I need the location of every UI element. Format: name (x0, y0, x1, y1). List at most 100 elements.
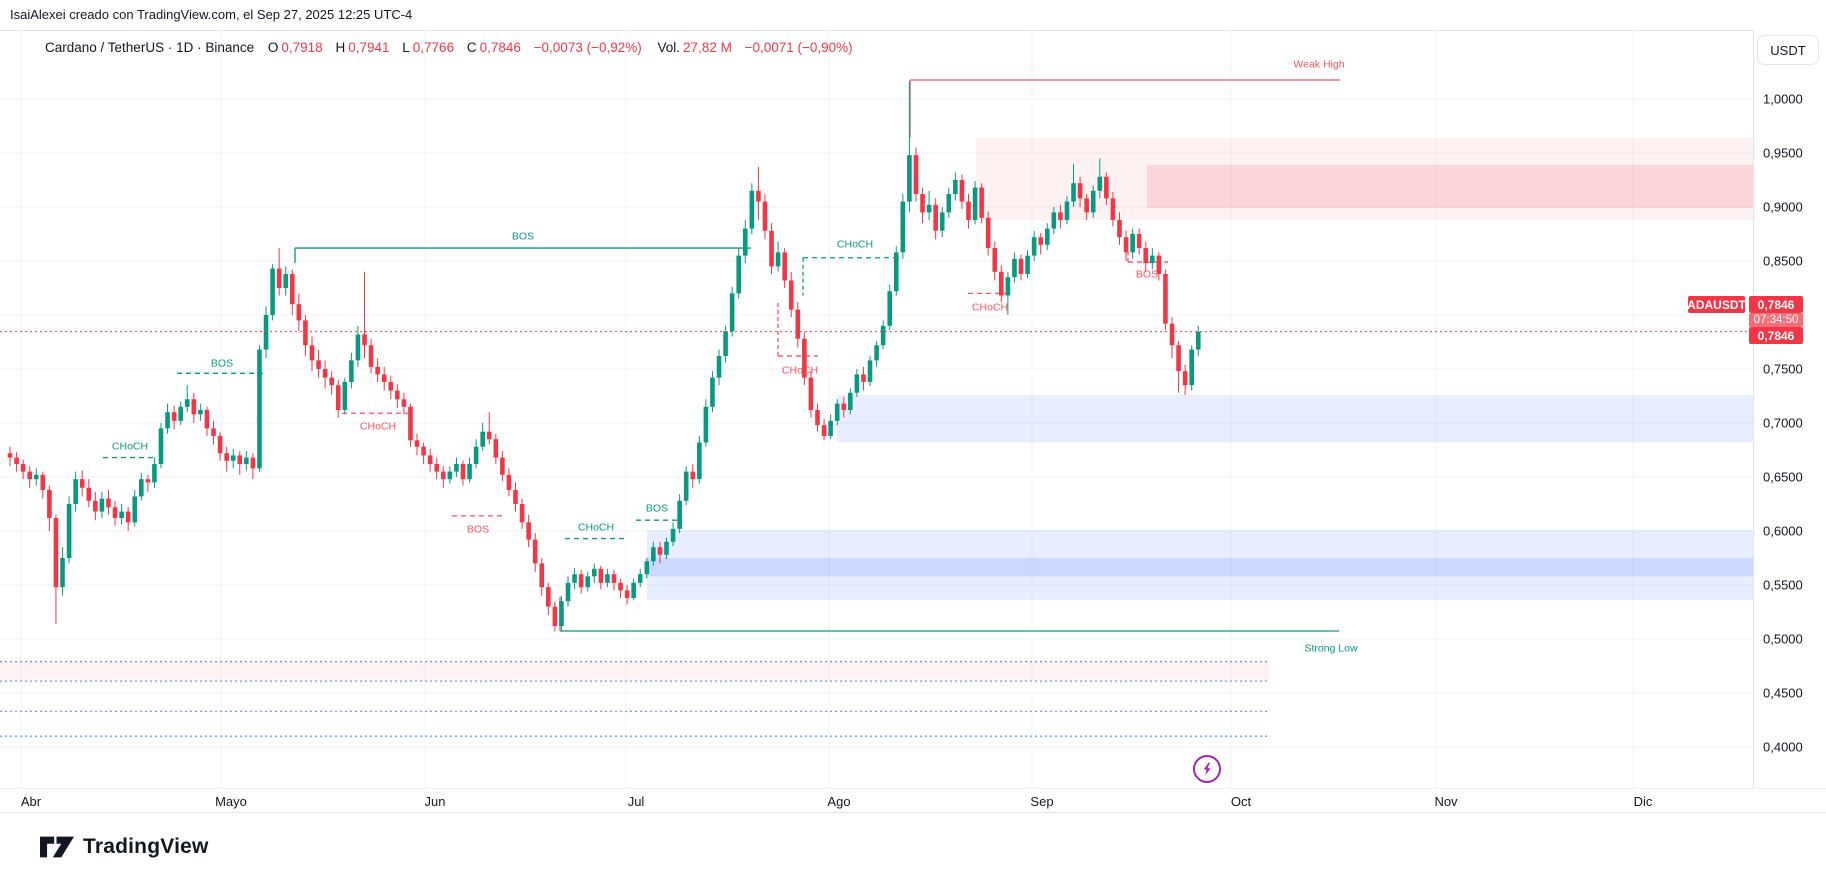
candle-body (1150, 255, 1155, 264)
candle-body (716, 356, 722, 378)
candle-body (1136, 234, 1142, 249)
candle-body (322, 369, 328, 378)
time-tick-label: Dic (1633, 794, 1653, 809)
symbol-title[interactable]: Cardano / TetherUS · 1D · Binance (45, 40, 255, 55)
open-label: O (267, 40, 279, 55)
zone-supply-inner[interactable] (1147, 164, 1753, 209)
candle-body (559, 601, 564, 627)
candle-body (79, 479, 85, 488)
candle-body (158, 428, 164, 465)
time-tick-label: Mayo (215, 794, 247, 809)
candle-body (1064, 201, 1070, 220)
candle-body (572, 574, 577, 583)
candle-body (1038, 237, 1044, 245)
time-tick-label: Sep (1030, 794, 1054, 809)
candle-body (119, 511, 124, 519)
zone-demand-low-inner[interactable] (647, 558, 1753, 577)
candle-body (1044, 228, 1050, 245)
price-axis[interactable]: 1,0000 0,9500 0,9000 0,8500 0,7500 0,7000 0,65… (1753, 30, 1826, 788)
candle-body (408, 406, 413, 441)
candle-body (66, 504, 72, 558)
candle-body (834, 403, 840, 421)
candle-body (401, 399, 407, 407)
candle-body (204, 410, 210, 429)
candle-body (368, 345, 374, 367)
candle-body (539, 563, 545, 588)
currency-toggle-button[interactable]: USDT (1757, 35, 1819, 65)
candle-body (946, 194, 952, 213)
candle-body (861, 374, 866, 382)
instant-trading-button[interactable] (1193, 755, 1221, 783)
candle-body (933, 204, 938, 231)
candle-body (493, 439, 499, 458)
candle-body (132, 496, 138, 523)
candle-body (1090, 190, 1096, 213)
volume-change-value: −0,0071 (−0,90%) (744, 40, 853, 55)
structure-label-choch: CHoCH (112, 441, 148, 453)
price-tick-label: 0,4500 (1763, 685, 1803, 701)
candle-body (1176, 345, 1181, 372)
candle-body (913, 155, 919, 195)
candle-body (316, 360, 321, 369)
candle-body (349, 360, 354, 382)
candle-body (53, 518, 59, 588)
candle-body (1012, 258, 1017, 278)
tradingview-logo[interactable]: TradingView (40, 835, 209, 859)
price-tick-label: 0,9000 (1763, 199, 1803, 215)
candle-body (237, 455, 243, 465)
candle-body (467, 464, 472, 480)
candle-body (250, 457, 256, 469)
candle-body (289, 273, 295, 305)
candle-body (506, 474, 512, 490)
candle-body (920, 194, 925, 213)
candle-body (362, 334, 367, 346)
zone-demand-high[interactable] (837, 394, 1753, 443)
candle-body (33, 474, 39, 480)
candle-body (1182, 371, 1188, 386)
high-label: H (335, 40, 346, 55)
structure-label-choch: CHoCH (837, 239, 873, 251)
candle-body (335, 385, 341, 411)
indicator-price-badge: 0,7846 (1749, 296, 1803, 313)
candle-body (440, 471, 446, 480)
candle-body (460, 464, 466, 480)
candle-body (263, 315, 269, 350)
candle-body (244, 457, 249, 465)
candle-body (1097, 176, 1103, 191)
candle-body (217, 435, 223, 454)
footer-bar: TradingView (0, 812, 1826, 880)
candle-body (887, 291, 893, 326)
candle-body (848, 392, 853, 411)
time-axis[interactable]: Abr Mayo Jun Jul Ago Sep Oct Nov Dic (0, 788, 1826, 812)
candle-body (184, 399, 190, 407)
candle-body (782, 252, 787, 281)
candle-body (815, 410, 820, 426)
candle-body (60, 558, 65, 588)
candle-body (546, 587, 551, 607)
time-tick-label: Ago (827, 794, 851, 809)
candle-body (532, 539, 538, 564)
candle-body (375, 366, 380, 375)
candle-body (618, 582, 623, 591)
symbol-legend[interactable]: Cardano / TetherUS · 1D · Binance O 0,791… (45, 40, 865, 55)
candle-body (14, 457, 19, 465)
structure-label-bos: BOS (646, 503, 668, 515)
candle-body (624, 590, 630, 598)
candle-body (821, 425, 827, 436)
candle-body (454, 464, 459, 472)
candle-body (637, 574, 643, 583)
candle-body (178, 406, 183, 421)
candle-body (1130, 234, 1135, 253)
candle-body (1051, 212, 1057, 229)
candle-body (473, 446, 479, 465)
price-tick-label: 0,5500 (1763, 577, 1803, 593)
candle-body (224, 453, 229, 461)
candle-body (729, 293, 735, 332)
candle-body (395, 390, 400, 400)
key-line-label: Weak High (1293, 59, 1344, 71)
candle-body (710, 377, 715, 407)
candle-body (664, 541, 669, 555)
zone-demand-low-outer[interactable] (647, 529, 1753, 601)
